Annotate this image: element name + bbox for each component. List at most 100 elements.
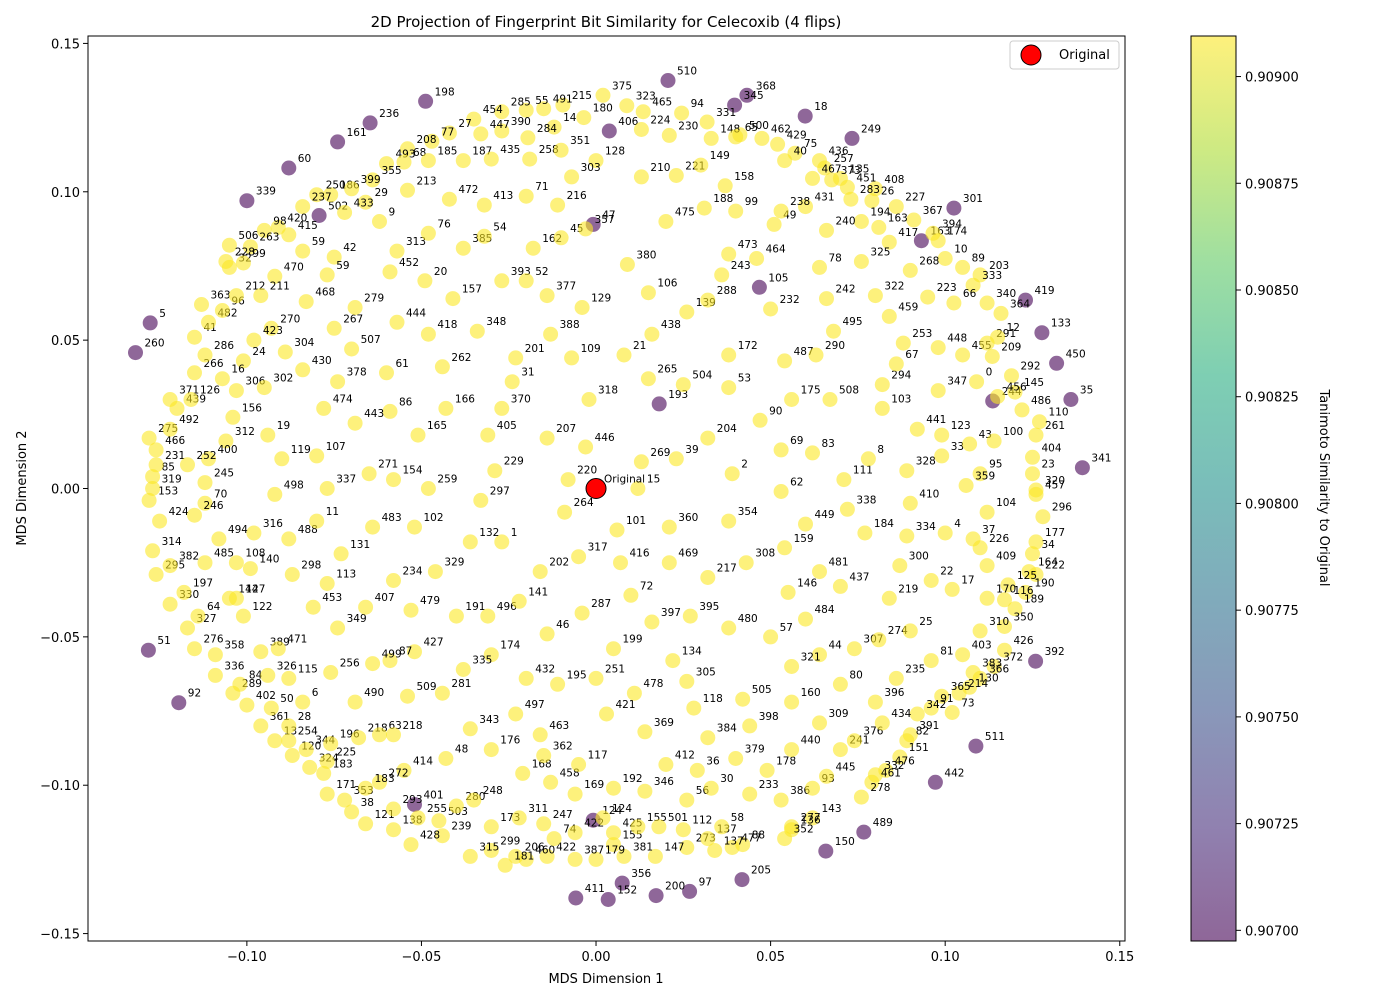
point-label: 501 [668,812,688,824]
point-label: 367 [923,205,943,217]
point-label: 428 [420,830,440,842]
point-label: 278 [870,782,890,794]
data-point [417,273,433,289]
point-label: 440 [801,735,821,747]
point-label: 94 [691,98,705,110]
data-point [518,670,534,686]
data-point [253,644,269,660]
point-label: 215 [572,90,592,102]
data-point [997,619,1012,634]
point-label: 51 [157,635,170,647]
data-point [567,786,583,802]
data-point [267,486,283,502]
point-label: 264 [574,497,594,509]
data-point [979,558,995,574]
point-label: 84 [249,669,263,681]
point-label: 80 [849,669,862,681]
data-point [539,626,555,642]
data-point [396,154,412,170]
data-point [751,279,767,295]
colorbar-tick-label: 0.90725 [1245,818,1299,833]
point-label: 205 [751,865,771,877]
data-point [284,567,300,582]
point-label: 464 [766,244,786,256]
data-point [749,251,765,266]
data-point [180,620,195,636]
point-label: 165 [427,420,447,432]
data-point [232,676,248,692]
point-label: 285 [511,97,531,109]
data-point [1028,567,1044,582]
point-label: 288 [717,285,737,297]
point-label: 87 [399,646,412,658]
point-label: 81 [940,646,953,658]
point-label: 234 [403,566,423,578]
data-point [674,105,690,121]
data-point [298,742,314,758]
point-label: 86 [399,396,413,408]
point-label: 342 [926,699,946,711]
point-label: 407 [375,592,395,604]
point-label: 348 [486,316,506,328]
point-label: 286 [214,340,234,352]
data-point [197,495,213,511]
point-label: 109 [581,343,601,355]
data-point [738,555,754,571]
point-label: 16 [231,364,245,376]
data-point [494,123,510,139]
data-point [494,534,510,550]
colorbar-tick-label: 0.90875 [1245,177,1299,192]
data-point [934,427,950,443]
data-point [817,160,833,176]
data-point [1028,486,1044,502]
data-point [483,647,499,663]
point-label: 232 [780,294,800,306]
data-point [281,531,297,547]
chart-title: 2D Projection of Fingerprint Bit Similar… [371,13,842,31]
point-label: 337 [336,474,356,486]
point-label: 485 [214,548,234,560]
data-point [197,475,213,491]
point-label: 473 [738,239,758,251]
data-point [633,122,649,137]
data-point [986,659,1002,674]
point-label: 183 [333,758,353,770]
x-tick-label: 0.10 [931,950,960,965]
data-point [1007,601,1023,617]
data-point [267,268,283,284]
data-point [536,816,552,832]
data-point [379,156,394,172]
point-label: 88 [752,830,765,842]
point-label: 202 [549,557,569,569]
point-label: 411 [585,883,605,895]
data-point [319,576,335,591]
data-point [581,392,597,407]
data-point [326,320,342,336]
point-label: 29 [375,187,388,199]
point-label: 131 [350,539,370,551]
data-point [640,371,656,387]
data-point [256,222,272,238]
point-label: 357 [595,214,615,226]
point-label: 398 [759,711,779,723]
data-point [693,157,709,173]
point-label: 396 [884,687,904,699]
data-point [717,178,733,194]
colorbar-ticks: 0.90700 0.90725 0.90750 0.90775 0.90800 0.908… [1236,71,1299,939]
point-label: 110 [1049,407,1069,419]
data-point [319,481,335,496]
point-label: 472 [458,184,478,196]
point-label: 406 [618,116,638,128]
point-label: 283 [860,184,880,196]
data-point [818,843,834,859]
data-point [564,169,580,185]
data-point [616,347,632,363]
data-point [819,768,834,784]
data-point [658,214,674,229]
data-point [832,742,848,758]
data-point [888,670,904,686]
point-label: 219 [898,583,918,595]
data-point [455,240,471,256]
y-axis-ticks: −0.15 −0.10 −0.05 0.00 0.05 0.10 0.15 [40,37,88,943]
data-point [822,392,838,407]
